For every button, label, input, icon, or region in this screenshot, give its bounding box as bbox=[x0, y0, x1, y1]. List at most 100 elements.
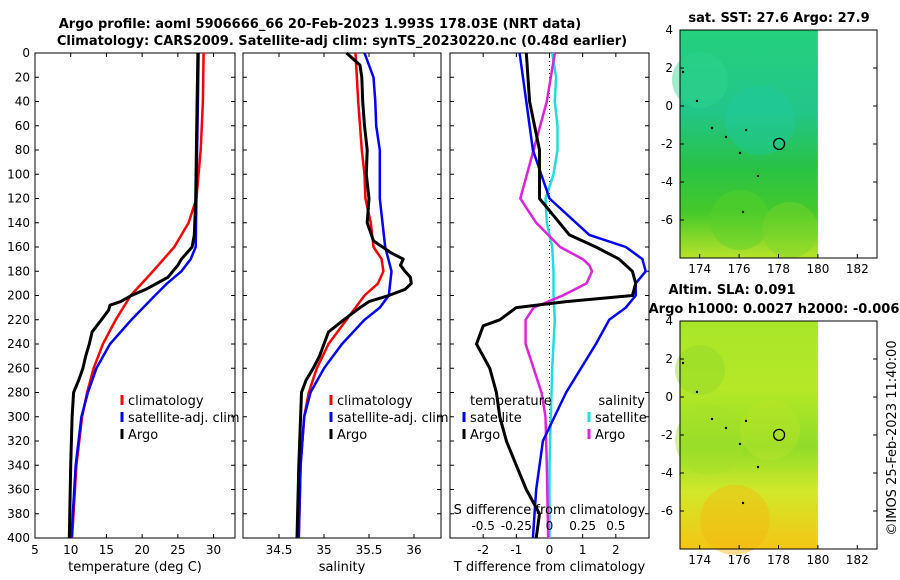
legend-label: Argo bbox=[470, 428, 500, 443]
map-y-tick-label: -6 bbox=[661, 213, 673, 227]
map-y-tick-label: 0 bbox=[665, 390, 673, 404]
y-tick-label: 280 bbox=[7, 386, 30, 400]
x2-tick-label: 0.25 bbox=[569, 519, 596, 533]
map-top-title: sat. SST: 27.6 Argo: 27.9 bbox=[688, 11, 869, 26]
x2-tick-label: -0.25 bbox=[501, 519, 532, 533]
island-marker bbox=[744, 419, 748, 423]
map-y-tick-label: 2 bbox=[665, 352, 673, 366]
map-y-tick-label: -2 bbox=[661, 428, 673, 442]
x-tick-label: -2 bbox=[477, 543, 489, 557]
title-line-2: Climatology: CARS2009. Satellite-adj cli… bbox=[57, 34, 627, 49]
island-marker bbox=[724, 426, 728, 430]
y-tick-label: 140 bbox=[7, 216, 30, 230]
x2-tick-label: -0.5 bbox=[471, 519, 494, 533]
y-tick-label: 400 bbox=[7, 531, 30, 545]
map-field bbox=[680, 30, 818, 258]
legend-label: satellite bbox=[470, 411, 522, 426]
y-tick-label: 60 bbox=[15, 119, 30, 133]
x-tick-label: 2 bbox=[612, 543, 620, 557]
y-tick-label: 100 bbox=[7, 167, 30, 181]
map-sst: 174 176 178 180 182 4 2 0 -2 -4 -6 bbox=[661, 23, 878, 276]
x-axis-label: temperature (deg C) bbox=[68, 560, 202, 575]
map-mid-title-2: Argo h1000: 0.0027 h2000: -0.006 bbox=[649, 302, 900, 317]
legend-label: climatology bbox=[337, 394, 413, 409]
map-texture bbox=[725, 85, 795, 155]
series-s-argo bbox=[519, 52, 594, 539]
series-argo bbox=[295, 51, 413, 539]
series-climatology bbox=[297, 52, 385, 539]
x2-tick-label: 0 bbox=[546, 519, 554, 533]
x-tick-label: 30 bbox=[206, 543, 221, 557]
legend-label: satellite-adj. clim bbox=[128, 411, 240, 426]
map-texture bbox=[675, 345, 725, 395]
y-tick-label: 240 bbox=[7, 337, 30, 351]
map-field bbox=[680, 321, 818, 549]
x-tick-label: 20 bbox=[135, 543, 150, 557]
y-tick-label: 300 bbox=[7, 410, 30, 424]
map-y-tick-label: 2 bbox=[665, 61, 673, 75]
x-tick-label: 15 bbox=[99, 543, 114, 557]
map-texture bbox=[740, 400, 800, 460]
y-tick-label: 40 bbox=[15, 95, 30, 109]
x-axis-label: T difference from climatology bbox=[453, 560, 646, 575]
y-tick-label: 0 bbox=[22, 46, 30, 60]
island-marker bbox=[724, 135, 728, 139]
map-mid-title-1: Altim. SLA: 0.091 bbox=[669, 283, 796, 298]
island-marker bbox=[738, 151, 742, 155]
legend-label: Argo bbox=[337, 428, 367, 443]
map-y-tick-label: 4 bbox=[665, 23, 673, 37]
y-tick-label: 180 bbox=[7, 264, 30, 278]
y-tick-label: 380 bbox=[7, 507, 30, 521]
map-x-tick-label: 180 bbox=[806, 553, 829, 567]
x-tick-label: 35 bbox=[316, 543, 331, 557]
island-marker bbox=[681, 361, 685, 365]
x-tick-label: 5 bbox=[31, 543, 39, 557]
x-tick-label: -1 bbox=[510, 543, 522, 557]
map-y-tick-label: 4 bbox=[665, 314, 673, 328]
argo-position-marker bbox=[772, 428, 786, 442]
map-x-tick-label: 182 bbox=[846, 553, 869, 567]
series-t-argo bbox=[475, 52, 638, 539]
x-tick-label: 36 bbox=[406, 543, 421, 557]
x-axis-label: salinity bbox=[319, 560, 366, 575]
map-texture bbox=[700, 485, 770, 555]
y-tick-label: 120 bbox=[7, 192, 30, 206]
island-marker bbox=[741, 501, 745, 505]
map-x-tick-label: 180 bbox=[806, 262, 829, 276]
y-tick-label: 160 bbox=[7, 240, 30, 254]
island-marker bbox=[710, 126, 714, 130]
island-marker bbox=[695, 99, 699, 103]
legend-label: satellite bbox=[595, 411, 647, 426]
island-marker bbox=[756, 465, 760, 469]
y-tick-label: 260 bbox=[7, 361, 30, 375]
map-x-tick-label: 176 bbox=[728, 262, 751, 276]
legend-label: climatology bbox=[128, 394, 204, 409]
x-tick-label: 35.5 bbox=[356, 543, 383, 557]
map-sla: 174 176 178 180 182 4 2 0 -2 -4 -6 bbox=[661, 314, 878, 567]
legend-label: Argo bbox=[128, 428, 158, 443]
island-marker bbox=[681, 70, 685, 74]
map-texture bbox=[762, 202, 818, 258]
imos-timestamp: ©IMOS 25-Feb-2023 11:40:00 bbox=[885, 340, 900, 535]
plot-frame bbox=[242, 52, 442, 539]
y-tick-label: 340 bbox=[7, 458, 30, 472]
map-texture bbox=[672, 52, 728, 108]
map-y-tick-label: 0 bbox=[665, 99, 673, 113]
island-marker bbox=[710, 417, 714, 421]
x-tick-label: 25 bbox=[170, 543, 185, 557]
map-x-tick-label: 178 bbox=[767, 553, 790, 567]
x-tick-label: 34.5 bbox=[266, 543, 293, 557]
map-y-tick-label: -4 bbox=[661, 466, 673, 480]
panel-salinity: 34.5 35 35.5 36 salinity bbox=[242, 52, 442, 575]
x2-axis-label: S difference from climatology bbox=[454, 503, 646, 518]
legend-label: Argo bbox=[595, 428, 625, 443]
series-argo bbox=[67, 52, 200, 539]
y-tick-label: 200 bbox=[7, 289, 30, 303]
map-y-tick-label: -2 bbox=[661, 137, 673, 151]
y-tick-label: 80 bbox=[15, 143, 30, 157]
y-tick-label: 20 bbox=[15, 70, 30, 84]
island-marker bbox=[695, 390, 699, 394]
map-x-tick-label: 176 bbox=[728, 553, 751, 567]
argo-position-marker bbox=[772, 137, 786, 151]
x-tick-label: 10 bbox=[63, 543, 78, 557]
